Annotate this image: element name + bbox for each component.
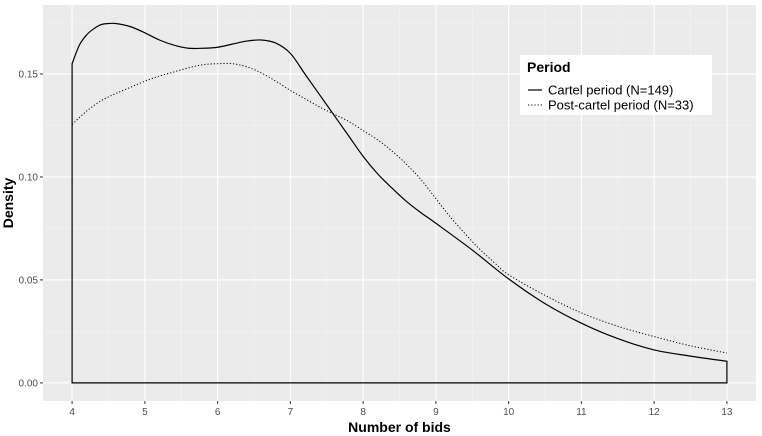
y-tick-label: 0.15: [19, 69, 39, 80]
x-tick-label: 10: [503, 407, 515, 418]
x-tick-label: 13: [721, 407, 733, 418]
series-line-post-cartel: [71, 62, 727, 354]
series-layer: [71, 22, 728, 384]
x-tick-label: 12: [649, 407, 661, 418]
y-tick-label: 0.05: [19, 275, 39, 286]
x-tick-label: 9: [433, 407, 439, 418]
x-tick-label: 7: [288, 407, 294, 418]
x-tick-label: 4: [69, 407, 75, 418]
y-axis-title: Density: [0, 178, 16, 229]
y-tick-label: 0.00: [19, 378, 39, 389]
legend-background: [520, 55, 712, 115]
x-tick-label: 5: [142, 407, 148, 418]
x-tick-label: 6: [215, 407, 221, 418]
legend-label-post-cartel: Post-cartel period (N=33): [548, 98, 694, 113]
legend: Period Cartel period (N=149) Post-cartel…: [520, 55, 712, 115]
x-tick-label: 8: [360, 407, 366, 418]
legend-title: Period: [527, 59, 571, 75]
x-axis-title: Number of bids: [348, 419, 451, 435]
y-tick-label: 0.10: [19, 172, 39, 183]
legend-label-cartel: Cartel period (N=149): [548, 83, 673, 98]
x-axis-ticks: 4 5 6 7 8 9 10 11 12 13: [69, 401, 733, 418]
y-axis-ticks: 0.00 0.05 0.10 0.15: [19, 69, 43, 389]
x-tick-label: 11: [576, 407, 587, 418]
series-line-cartel: [71, 22, 728, 384]
